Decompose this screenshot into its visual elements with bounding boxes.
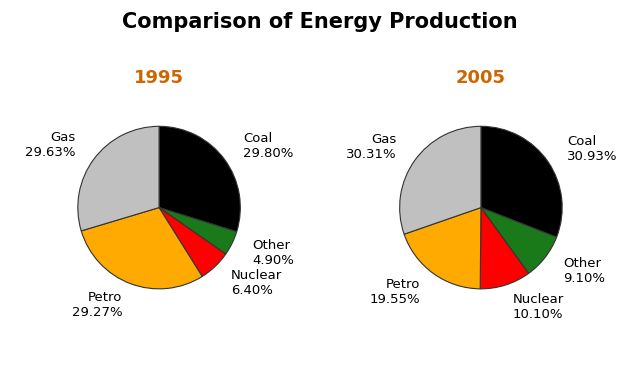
Title: 2005: 2005: [456, 69, 506, 87]
Wedge shape: [399, 126, 481, 234]
Text: Nuclear
6.40%: Nuclear 6.40%: [231, 269, 282, 297]
Text: Other
9.10%: Other 9.10%: [563, 257, 605, 285]
Text: Comparison of Energy Production: Comparison of Energy Production: [122, 12, 518, 32]
Wedge shape: [159, 208, 226, 277]
Text: Petro
19.55%: Petro 19.55%: [370, 278, 420, 306]
Text: Nuclear
10.10%: Nuclear 10.10%: [513, 293, 564, 321]
Text: Coal
29.80%: Coal 29.80%: [243, 132, 293, 160]
Wedge shape: [481, 208, 557, 274]
Wedge shape: [159, 126, 241, 232]
Wedge shape: [159, 208, 237, 254]
Wedge shape: [404, 208, 481, 289]
Text: Gas
30.31%: Gas 30.31%: [346, 133, 396, 161]
Wedge shape: [480, 208, 529, 289]
Wedge shape: [81, 208, 202, 289]
Title: 1995: 1995: [134, 69, 184, 87]
Text: Petro
29.27%: Petro 29.27%: [72, 291, 122, 319]
Wedge shape: [481, 126, 562, 237]
Text: Other
4.90%: Other 4.90%: [253, 239, 294, 267]
Wedge shape: [78, 126, 159, 231]
Text: Gas
29.63%: Gas 29.63%: [25, 132, 76, 159]
Text: Coal
30.93%: Coal 30.93%: [567, 135, 618, 163]
